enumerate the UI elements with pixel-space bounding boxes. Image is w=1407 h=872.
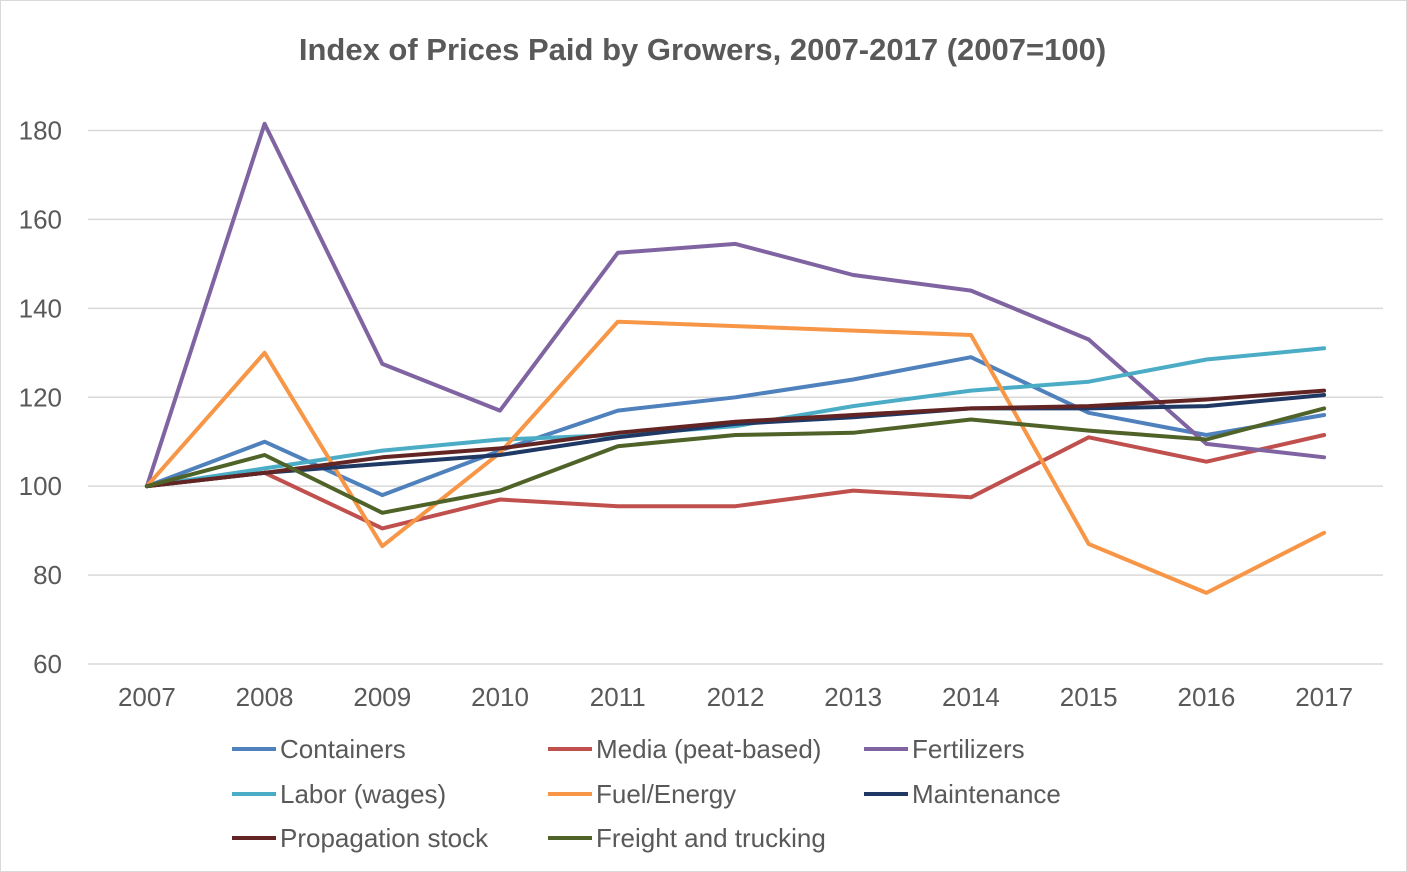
x-tick-label: 2016	[1177, 682, 1235, 712]
series-line-maintenance	[144, 393, 1327, 489]
legend-label: Media (peat-based)	[596, 733, 822, 764]
y-tick-label: 140	[19, 293, 62, 323]
series-line-containers	[144, 355, 1327, 498]
legend-item: Maintenance	[864, 776, 1061, 812]
legend-item: Media (peat-based)	[548, 731, 821, 767]
legend-swatch	[232, 836, 276, 840]
y-tick-label: 120	[19, 382, 62, 412]
legend-swatch	[232, 792, 276, 796]
series-line-fertilizers	[144, 121, 1327, 489]
y-tick-label: 180	[19, 116, 62, 146]
legend-swatch	[864, 747, 908, 751]
legend-item: Propagation stock	[232, 820, 488, 856]
x-tick-label: 2017	[1295, 682, 1353, 712]
x-tick-label: 2011	[590, 682, 646, 712]
legend-label: Labor (wages)	[280, 778, 447, 809]
legend-item: Fertilizers	[864, 731, 1025, 767]
legend-item: Containers	[232, 731, 406, 767]
legend-swatch	[548, 836, 592, 840]
x-tick-label: 2008	[236, 682, 294, 712]
y-tick-label: 60	[33, 649, 62, 679]
legend-item: Freight and trucking	[548, 820, 826, 856]
x-tick-label: 2007	[118, 682, 176, 712]
y-tick-label: 80	[33, 560, 62, 590]
legend-swatch	[548, 792, 592, 796]
x-tick-label: 2010	[471, 682, 529, 712]
series-line-labor-wages	[144, 346, 1327, 489]
series-line-freight-and-trucking	[144, 406, 1327, 515]
legend-label: Freight and trucking	[596, 822, 826, 853]
legend-item: Labor (wages)	[232, 776, 446, 812]
legend-swatch	[864, 792, 908, 796]
y-tick-label: 100	[19, 471, 62, 501]
series-line-propagation-stock	[144, 388, 1327, 489]
chart-title: Index of Prices Paid by Growers, 2007-20…	[298, 32, 1107, 67]
legend-item: Fuel/Energy	[548, 776, 736, 812]
legend-label: Maintenance	[912, 778, 1061, 809]
legend-label: Fuel/Energy	[596, 778, 737, 809]
series-line-media-peat-based	[144, 433, 1327, 531]
x-tick-label: 2014	[942, 682, 1000, 712]
legend-swatch	[548, 747, 592, 751]
y-tick-label: 160	[19, 204, 62, 234]
legend-label: Containers	[280, 733, 406, 764]
x-tick-label: 2009	[353, 682, 411, 712]
series-line-fuel-energy	[144, 319, 1327, 595]
legend-label: Propagation stock	[280, 822, 489, 853]
legend-swatch	[232, 747, 276, 751]
legend-label: Fertilizers	[912, 733, 1025, 764]
x-tick-label: 2012	[707, 682, 765, 712]
x-tick-label: 2013	[824, 682, 882, 712]
x-tick-label: 2015	[1060, 682, 1118, 712]
